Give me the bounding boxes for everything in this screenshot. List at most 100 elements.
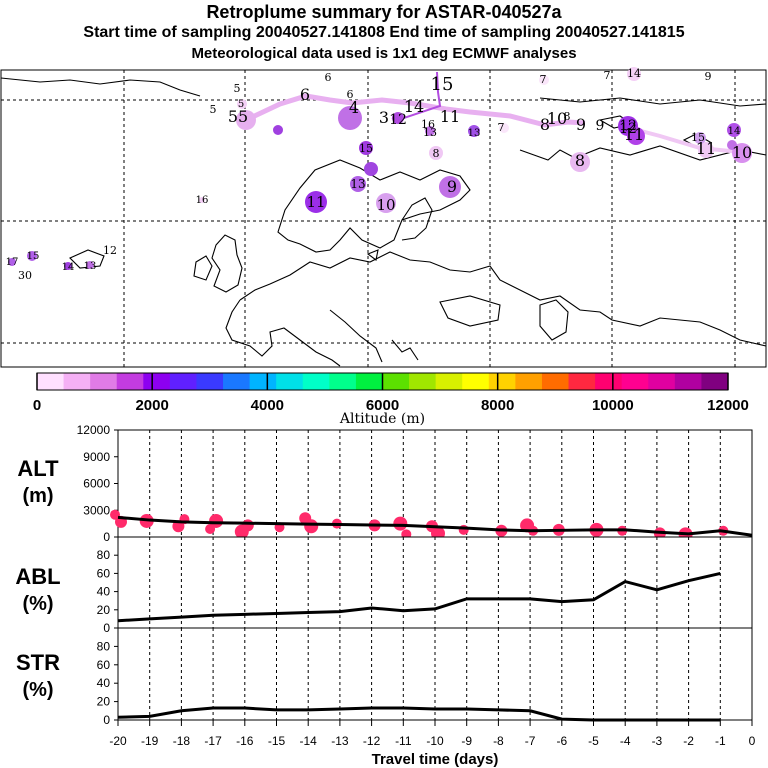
cluster-label: 8	[540, 115, 550, 134]
cluster-circle	[727, 140, 737, 150]
x-tick-label: -5	[588, 734, 599, 748]
colorbar-swatch	[276, 373, 304, 390]
cluster-label: 4	[349, 98, 359, 117]
cluster-circle	[236, 110, 256, 130]
colorbar-swatch	[648, 373, 676, 390]
colorbar-tick-label: 0	[33, 397, 41, 414]
y-tick-label: 6000	[83, 477, 110, 491]
cluster-label: 14	[62, 262, 75, 273]
colorbar-swatch	[568, 373, 596, 390]
x-tick-label: -14	[300, 734, 318, 748]
cluster-circle	[429, 146, 443, 160]
panel-frame	[117, 536, 753, 629]
cluster-point	[234, 524, 249, 539]
cluster-label: 15	[431, 74, 454, 95]
met-data-line: Meteorological data used is 1x1 deg ECMW…	[191, 45, 577, 62]
x-tick-label: -13	[331, 734, 349, 748]
cluster-label: 17	[6, 257, 19, 268]
x-tick-label: -11	[395, 734, 412, 748]
altitude-colorbar: 0 2000 4000 6000 8000 10000 12000 Altitude (m)	[33, 372, 749, 427]
cluster-circle	[468, 125, 480, 137]
cluster-label: 7	[498, 121, 505, 134]
y-tick-label: 3000	[83, 503, 110, 517]
cluster-markers	[8, 67, 752, 270]
colorbar-swatch	[196, 373, 224, 390]
panel-frame	[117, 627, 753, 721]
colorbar-swatch	[435, 373, 463, 390]
colorbar-tick-label: 4000	[251, 397, 284, 414]
cluster-label: 6	[300, 85, 310, 104]
x-tick-label: -17	[204, 734, 222, 748]
cluster-circle	[570, 152, 590, 172]
cluster-circle	[64, 262, 72, 270]
cluster-label: 8	[433, 147, 440, 160]
colorbar-swatch	[223, 373, 251, 390]
x-tick-label: -12	[363, 734, 381, 748]
y-tick-label: 60	[97, 658, 111, 672]
y-tick-label: 60	[97, 566, 111, 580]
sampling-time-line: Start time of sampling 20040527.141808 E…	[83, 24, 685, 41]
cluster-circle	[732, 143, 752, 163]
colorbar-tick-label: 8000	[481, 397, 514, 414]
series-line	[117, 706, 721, 722]
cluster-circle	[392, 112, 404, 124]
cluster-circle	[698, 142, 714, 158]
figure-title: Retroplume summary for ASTAR-040527a	[206, 2, 562, 22]
cluster-label: 9	[576, 115, 586, 134]
cluster-label: 15	[359, 142, 373, 155]
cluster-label: 11	[624, 125, 644, 144]
cluster-point	[205, 523, 216, 534]
colorbar-tick-label: 12000	[707, 397, 749, 414]
colorbar-swatch	[541, 373, 570, 390]
colorbar-label: Altitude (m)	[339, 411, 425, 427]
colorbar-swatch	[63, 373, 91, 390]
cluster-label: 10	[732, 143, 752, 162]
y-tick-label: 20	[97, 695, 111, 709]
x-tick-label: -9	[461, 734, 472, 748]
cluster-circle	[8, 258, 16, 266]
cluster-label: 7	[604, 69, 611, 82]
cluster-label: 11	[696, 139, 716, 158]
colorbar-swatch	[515, 373, 543, 390]
cluster-circle	[27, 251, 37, 261]
cluster-circle	[694, 132, 706, 144]
y-tick-label: 9000	[83, 450, 110, 464]
colorbar-swatch	[249, 373, 277, 390]
cluster-circle	[627, 67, 641, 81]
cluster-circle	[499, 123, 509, 133]
cluster-label: 9	[447, 177, 457, 196]
y-tick-label: 12000	[77, 423, 111, 437]
cluster-label: 15	[27, 251, 40, 262]
colorbar-swatch	[169, 373, 197, 390]
colorbar-swatch	[302, 373, 330, 390]
cluster-label: 9	[705, 70, 712, 83]
x-tick-label: -1	[715, 734, 726, 748]
cluster-label: 8	[575, 151, 585, 170]
cluster-circle	[376, 193, 396, 213]
cluster-circle	[627, 127, 645, 145]
cluster-label: 14	[728, 126, 741, 137]
cluster-label: 13	[84, 261, 97, 272]
cluster-point	[209, 513, 224, 528]
colorbar-tick-label: 6000	[366, 397, 399, 414]
colorbar-swatch	[488, 373, 516, 390]
colorbar-swatch	[595, 373, 623, 390]
x-tick-label: -2	[683, 734, 694, 748]
cluster-label: 13	[350, 177, 365, 191]
colorbar-tick-label: 2000	[135, 397, 168, 414]
cluster-label: 6	[347, 88, 354, 101]
x-tick-label: 0	[749, 734, 756, 748]
x-tick-label: -6	[556, 734, 567, 748]
colorbar-swatch	[674, 373, 702, 390]
cluster-label: 16	[196, 195, 209, 206]
panel-ylabel-unit: (%)	[22, 679, 53, 701]
cluster-label: 12	[103, 244, 117, 257]
cluster-label: 10	[376, 196, 395, 214]
cluster-label: 13	[468, 128, 481, 139]
cluster-circle	[338, 106, 362, 130]
cluster-circle	[350, 176, 366, 192]
cluster-label: 30	[18, 269, 32, 282]
